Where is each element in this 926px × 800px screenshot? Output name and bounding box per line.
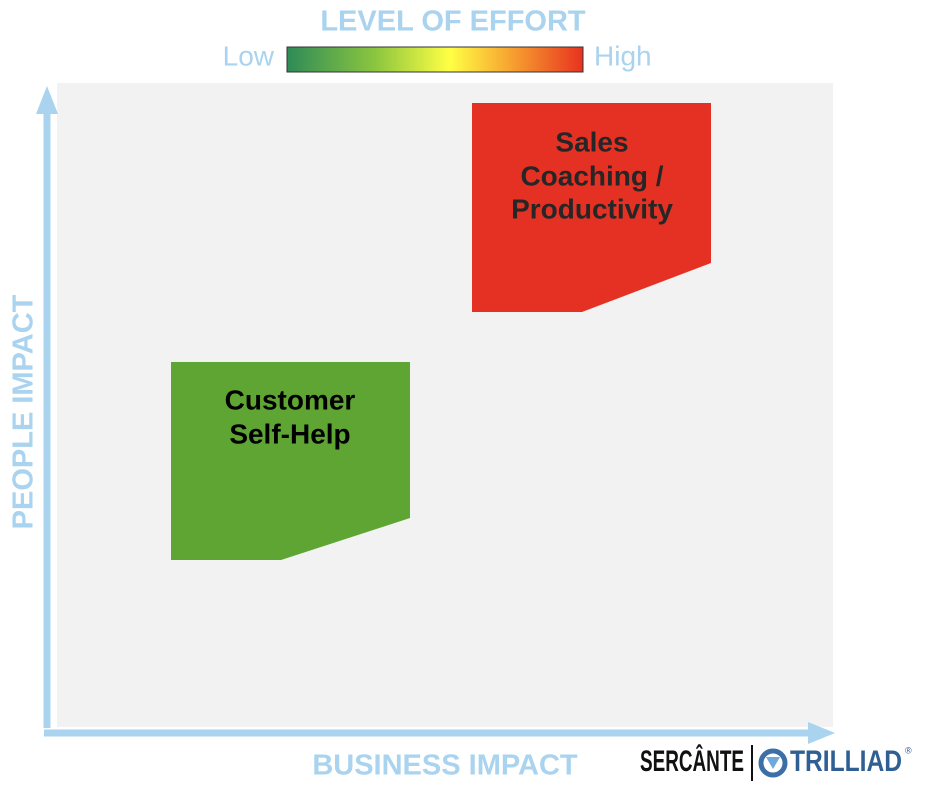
legend-high: High bbox=[594, 40, 652, 71]
logo-icon bbox=[766, 757, 780, 769]
logo-icon bbox=[758, 748, 788, 778]
effort-gradient bbox=[286, 46, 584, 73]
logo-left: SERCÂNTE bbox=[640, 744, 744, 778]
box-label: Coaching / bbox=[520, 160, 663, 191]
box-label: Self-Help bbox=[229, 418, 350, 449]
box-label: Customer bbox=[225, 384, 356, 415]
box-label: Productivity bbox=[511, 193, 673, 224]
y-arrow bbox=[36, 86, 58, 114]
high-effort-box bbox=[472, 103, 711, 312]
low-effort-box bbox=[171, 362, 410, 560]
box-label: Sales bbox=[555, 126, 628, 157]
legend-low: Low bbox=[223, 40, 275, 71]
y-axis-label: PEOPLE IMPACT bbox=[8, 294, 40, 529]
logo-right: TRILLIAD bbox=[790, 745, 902, 778]
legend-title: LEVEL OF EFFORT bbox=[320, 6, 586, 38]
x-axis-label: BUSINESS IMPACT bbox=[312, 750, 578, 782]
x-arrow bbox=[808, 722, 835, 744]
logo-mark: ® bbox=[905, 745, 912, 755]
